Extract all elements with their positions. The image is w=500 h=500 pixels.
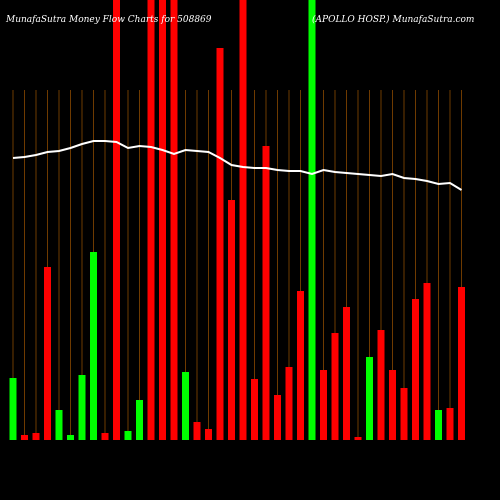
bar: [320, 370, 327, 440]
bar: [124, 431, 132, 440]
bar: [458, 287, 465, 440]
bar: [159, 0, 166, 440]
bar: [147, 0, 155, 440]
bar: [297, 291, 304, 440]
bar: [67, 435, 74, 440]
bar: [9, 378, 17, 440]
bar: [101, 433, 109, 440]
bar: [343, 307, 350, 440]
bar: [423, 283, 431, 440]
bar: [251, 379, 258, 440]
bar: [366, 357, 373, 440]
bar: [136, 400, 143, 440]
bar: [262, 146, 270, 440]
bar: [44, 267, 51, 440]
bar: [90, 252, 97, 440]
chart-subtitle: (APOLLO HOSP.) MunafaSutra.com: [312, 14, 474, 25]
bar: [113, 0, 120, 440]
bar: [331, 333, 339, 440]
bar: [435, 410, 442, 440]
bar: [274, 395, 281, 440]
bar: [216, 48, 224, 440]
bar: [182, 372, 189, 440]
bar: [205, 429, 212, 440]
bar: [308, 0, 316, 440]
bar: [170, 0, 178, 440]
price-line: [12, 140, 463, 191]
bar: [446, 408, 454, 440]
bar: [239, 0, 247, 440]
bar: [412, 299, 419, 440]
bar: [21, 435, 28, 440]
bar: [377, 330, 385, 440]
bar: [354, 437, 362, 440]
bar: [400, 388, 408, 440]
bar: [193, 422, 201, 440]
bar: [389, 370, 396, 440]
bar: [285, 367, 293, 440]
bar: [78, 375, 86, 440]
bar: [32, 433, 40, 440]
chart-title: MunafaSutra Money Flow Charts for 508869: [5, 15, 212, 25]
bar: [228, 200, 235, 440]
bar: [55, 410, 63, 440]
